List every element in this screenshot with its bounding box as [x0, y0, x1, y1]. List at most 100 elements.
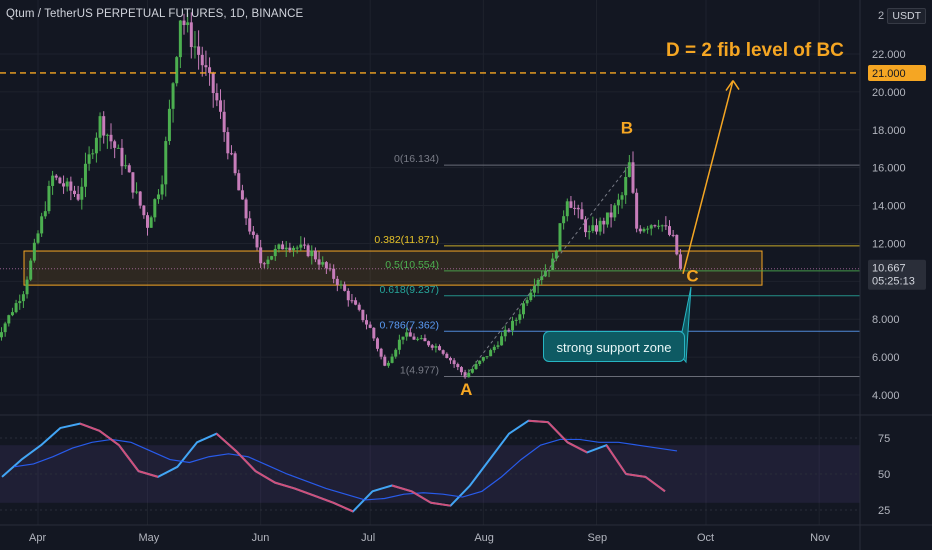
candle-body	[602, 220, 606, 225]
candle-body	[401, 336, 405, 340]
candle-body	[113, 141, 117, 148]
projection-arrow-head	[725, 80, 740, 91]
currency-badge[interactable]: USDT	[887, 8, 926, 24]
candle-body	[310, 250, 314, 257]
candle-body	[357, 304, 361, 310]
candle-body	[29, 260, 33, 280]
candle-body	[18, 301, 22, 304]
time-tick-label: Nov	[810, 532, 830, 544]
candle-body	[3, 323, 7, 333]
candle-body	[0, 332, 3, 338]
candle-body	[138, 191, 142, 206]
candle-body	[459, 367, 463, 373]
candle-body	[646, 228, 650, 230]
candle-body	[350, 300, 354, 302]
candle-body	[511, 320, 515, 331]
candle-body	[496, 345, 500, 347]
candle-body	[372, 327, 376, 339]
candle-body	[171, 83, 175, 109]
price-tick-label: 6.000	[872, 352, 900, 364]
candle-body	[7, 315, 11, 324]
rsi-down-segment	[333, 501, 354, 513]
candle-body	[208, 67, 212, 73]
candle-body	[514, 319, 518, 321]
candle-body	[62, 183, 66, 187]
candle-body	[270, 256, 274, 260]
countdown-label: 05:25:13	[872, 276, 915, 288]
candle-body	[321, 262, 325, 265]
candle-body	[485, 356, 489, 358]
candle-body	[266, 259, 270, 265]
symbol-title[interactable]: Qtum / TetherUS PERPETUAL FUTURES, 1D, B…	[6, 8, 304, 20]
fib-label-0: 0(16.134)	[394, 153, 439, 165]
candle-body	[489, 350, 493, 357]
candle-body	[343, 284, 347, 291]
candle-body	[43, 211, 47, 217]
candle-body	[244, 199, 248, 219]
candle-body	[277, 244, 281, 249]
candle-body	[240, 190, 244, 200]
candle-body	[262, 263, 266, 265]
candle-body	[164, 141, 168, 185]
candle-body	[94, 137, 98, 154]
candle-body	[547, 269, 551, 272]
candle-body	[142, 205, 146, 216]
price-tick-label: 12.000	[872, 238, 906, 250]
time-axis[interactable]: Apr May Jun Jul Aug Sep Oct Nov	[29, 532, 830, 544]
candle-body	[521, 303, 525, 315]
rsi-down-segment	[430, 501, 451, 507]
candle-body	[412, 336, 416, 340]
candle-body	[671, 234, 675, 236]
rsi-down-segment	[138, 470, 159, 478]
candle-body	[529, 292, 533, 301]
candle-body	[178, 20, 182, 58]
candle-body	[580, 209, 584, 220]
candle-body	[609, 212, 613, 218]
candle-body	[467, 372, 471, 378]
candle-body	[135, 191, 139, 193]
candle-body	[292, 247, 296, 251]
rsi-down-segment	[528, 419, 549, 424]
candle-body	[613, 205, 617, 218]
candle-body	[587, 230, 591, 233]
candle-body	[551, 258, 555, 270]
candle-body	[58, 177, 62, 184]
candle-body	[116, 147, 120, 149]
candle-body	[80, 186, 84, 200]
candle-body	[379, 348, 383, 357]
candle-body	[635, 192, 639, 229]
fib-diagonal	[464, 164, 630, 377]
price-tick-label: 18.000	[872, 125, 906, 137]
candle-body	[518, 314, 522, 320]
candle-body	[76, 194, 80, 200]
candle-body	[259, 247, 263, 264]
rsi-down-segment	[391, 484, 412, 493]
candle-body	[149, 217, 153, 228]
wave-label-A: A	[460, 380, 472, 399]
candle-body	[219, 100, 223, 112]
price-tick-label: 22.000	[872, 49, 906, 61]
candle-body	[419, 338, 423, 340]
candle-body	[678, 254, 682, 269]
fib-label-1: 1(4.977)	[400, 364, 439, 376]
candle-body	[36, 233, 40, 243]
time-tick-label: Apr	[29, 532, 46, 544]
candle-body	[32, 242, 36, 261]
candle-body	[573, 207, 577, 209]
fib-label-0.5: 0.5(10.554)	[385, 259, 439, 271]
rsi-down-segment	[235, 450, 257, 472]
candle-body	[156, 194, 160, 200]
candle-body	[554, 251, 558, 259]
candle-body	[237, 173, 241, 191]
candle-body	[295, 247, 299, 249]
price-tick-label: 2	[878, 10, 884, 22]
candle-body	[390, 356, 394, 363]
candle-body	[507, 329, 511, 331]
candle-body	[452, 360, 456, 365]
candle-body	[40, 216, 44, 234]
time-tick-label: May	[139, 532, 160, 544]
time-tick-label: Sep	[587, 532, 607, 544]
support-zone-rect	[23, 250, 763, 286]
